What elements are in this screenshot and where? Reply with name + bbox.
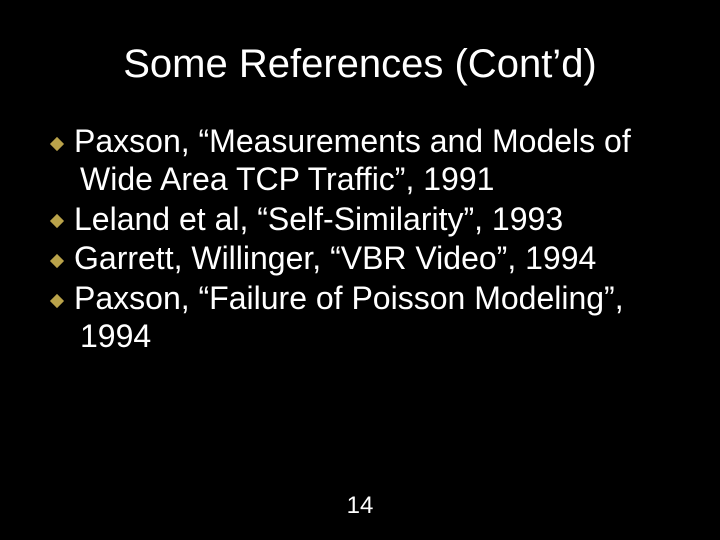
diamond-bullet-icon [48, 212, 66, 230]
list-item: Paxson, “Failure of Poisson Modeling”, 1… [48, 280, 672, 356]
bullet-text: Paxson, “Failure of Poisson Modeling”, 1… [74, 280, 624, 354]
list-item: Garrett, Willinger, “VBR Video”, 1994 [48, 240, 672, 278]
list-item: Leland et al, “Self-Similarity”, 1993 [48, 201, 672, 239]
diamond-bullet-icon [48, 292, 66, 310]
bullet-text: Paxson, “Measurements and Models of Wide… [74, 123, 631, 197]
bullet-text: Leland et al, “Self-Similarity”, 1993 [74, 201, 563, 237]
slide-title: Some References (Cont’d) [0, 0, 720, 123]
list-item: Paxson, “Measurements and Models of Wide… [48, 123, 672, 199]
bullet-text: Garrett, Willinger, “VBR Video”, 1994 [74, 240, 596, 276]
slide-body: Paxson, “Measurements and Models of Wide… [0, 123, 720, 356]
diamond-bullet-icon [48, 135, 66, 153]
diamond-bullet-icon [48, 252, 66, 270]
page-number: 14 [0, 492, 720, 520]
